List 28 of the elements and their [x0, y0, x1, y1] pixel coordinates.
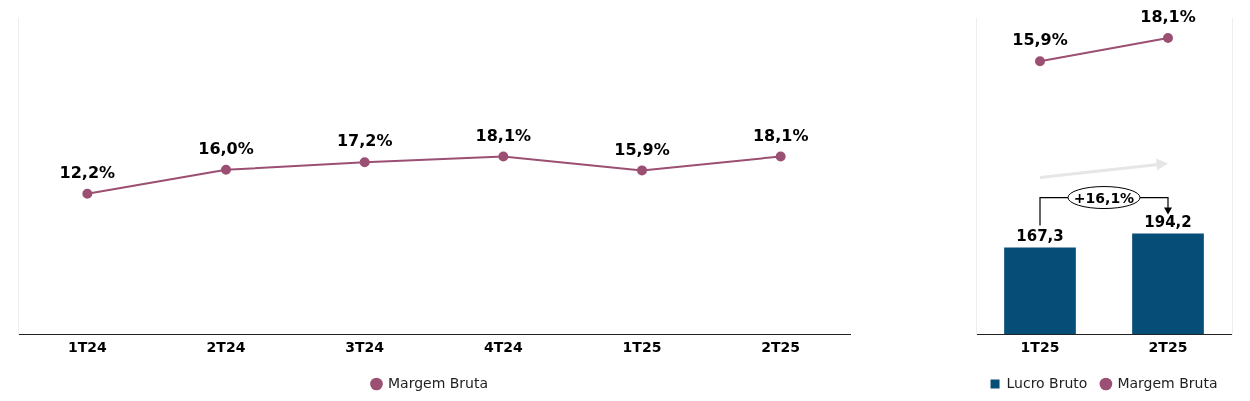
point: [637, 165, 647, 176]
legend-label: Margem Bruta: [1117, 374, 1218, 391]
data-label: 15,9%: [614, 139, 670, 159]
data-label: 17,2%: [336, 131, 393, 151]
x-tick-label: 2T25: [1148, 339, 1188, 356]
point: [359, 157, 370, 168]
data-label: 16,0%: [198, 138, 254, 158]
x-tick-label: 2T25: [761, 339, 801, 356]
legend-label: Margem Bruta: [387, 374, 489, 391]
data-label: 12,2%: [59, 162, 116, 182]
x-tick-label: 2T24: [206, 339, 246, 356]
data-label: 18,1%: [475, 125, 532, 145]
data-label: 167,3: [1016, 226, 1064, 245]
x-tick-label: 4T24: [483, 339, 523, 356]
x-tick-label: 1T25: [622, 339, 662, 356]
point: [82, 188, 93, 199]
data-label: 18,1%: [1140, 7, 1196, 27]
point: [221, 164, 231, 175]
data-label: 15,9%: [1012, 30, 1068, 50]
point: [775, 151, 786, 162]
x-tick-label: 1T24: [67, 339, 107, 356]
data-label: 18,1%: [752, 125, 809, 145]
annotation: +16,1%: [1073, 189, 1135, 206]
data-label: 194,2: [1144, 212, 1192, 231]
x-tick-label: 1T25: [1020, 339, 1060, 356]
point: [498, 151, 509, 162]
x-tick-label: 3T24: [345, 339, 385, 356]
legend-label: Lucro Bruto: [1006, 374, 1088, 391]
